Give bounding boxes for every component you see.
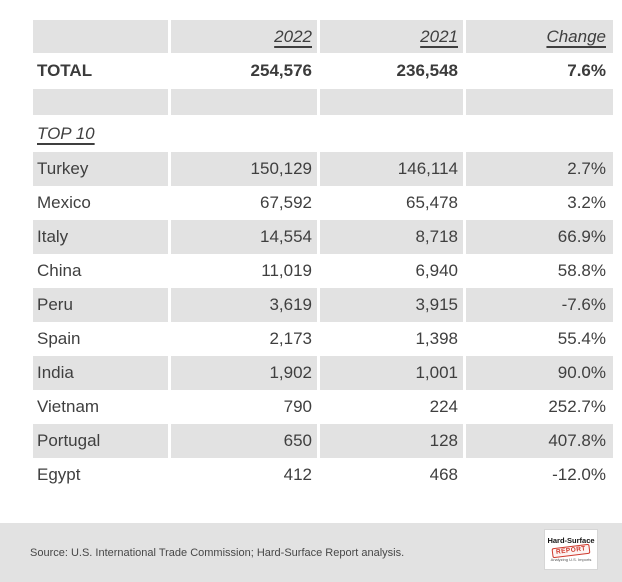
country-name: Vietnam	[37, 397, 100, 416]
country-name: Portugal	[33, 424, 168, 458]
value-2021: 146,114	[320, 152, 463, 186]
table-row-china: China 11,019 6,940 58.8%	[33, 254, 613, 288]
change-value: 90.0%	[466, 356, 613, 390]
value-2021: 8,718	[320, 220, 463, 254]
value-2022: 412	[283, 465, 312, 484]
table-row-vietnam: Vietnam 790 224 252.7%	[33, 390, 613, 424]
source-note: Source: U.S. International Trade Commiss…	[30, 546, 405, 559]
change-value: 58.8%	[557, 261, 606, 280]
change-value: 252.7%	[548, 397, 606, 416]
value-2021: 1,001	[320, 356, 463, 390]
table-row-portugal: Portugal 650 128 407.8%	[33, 424, 613, 458]
country-name: Egypt	[37, 465, 81, 484]
table-row-egypt: Egypt 412 468 -12.0%	[33, 458, 613, 492]
total-row: TOTAL 254,576 236,548 7.6%	[33, 53, 613, 89]
country-name: Spain	[37, 329, 81, 348]
total-value-2022: 254,576	[250, 61, 312, 80]
value-2021: 224	[429, 397, 458, 416]
country-name: India	[33, 356, 168, 390]
table-row-mexico: Mexico 67,592 65,478 3.2%	[33, 186, 613, 220]
country-name: Italy	[33, 220, 168, 254]
total-value-2021: 236,548	[396, 61, 458, 80]
value-2021: 3,915	[320, 288, 463, 322]
change-value: 55.4%	[557, 329, 606, 348]
change-value: 66.9%	[466, 220, 613, 254]
total-change-value: 7.6%	[567, 61, 606, 80]
imports-table: 2022 2021 Change TOTAL 254,576 236,548 7…	[33, 20, 613, 492]
value-2022: 67,592	[260, 193, 312, 212]
change-value: -12.0%	[552, 465, 606, 484]
logo-tagline: Analyzing U.S. Imports	[550, 557, 592, 563]
value-2022: 11,019	[261, 261, 312, 280]
value-2022: 2,173	[269, 329, 312, 348]
section-header-cell: TOP 10	[33, 115, 168, 152]
value-2021: 65,478	[406, 193, 458, 212]
value-2022: 14,554	[171, 220, 317, 254]
table-row-italy: Italy 14,554 8,718 66.9%	[33, 220, 613, 254]
value-2022: 790	[283, 397, 312, 416]
value-2021: 6,940	[415, 261, 458, 280]
header-empty-cell	[33, 20, 168, 53]
table-row-india: India 1,902 1,001 90.0%	[33, 356, 613, 390]
section-header-row: TOP 10	[33, 115, 613, 152]
column-header-2022-label: 2022	[274, 26, 312, 46]
country-name: China	[37, 261, 82, 280]
logo-brand-name: Hard-Surface	[547, 535, 595, 545]
value-2022: 3,619	[171, 288, 317, 322]
hard-surface-report-logo: Hard-Surface REPORT Analyzing U.S. Impor…	[545, 530, 597, 569]
table-row-turkey: Turkey 150,129 146,114 2.7%	[33, 152, 613, 186]
value-2021: 468	[429, 465, 458, 484]
column-header-2021-label: 2021	[420, 26, 458, 46]
country-name: Peru	[33, 288, 168, 322]
column-header-2022: 2022	[171, 20, 317, 53]
column-header-2021: 2021	[320, 20, 463, 53]
value-2022: 650	[171, 424, 317, 458]
spacer-row	[33, 89, 613, 115]
total-label: TOTAL	[37, 61, 93, 80]
country-name: Mexico	[37, 193, 91, 212]
value-2022: 1,902	[171, 356, 317, 390]
value-2022: 150,129	[171, 152, 317, 186]
column-header-change-label: Change	[546, 26, 606, 46]
change-value: 2.7%	[466, 152, 613, 186]
table-row-spain: Spain 2,173 1,398 55.4%	[33, 322, 613, 356]
column-header-change: Change	[466, 20, 613, 53]
table-header-row: 2022 2021 Change	[33, 20, 613, 53]
table-row-peru: Peru 3,619 3,915 -7.6%	[33, 288, 613, 322]
value-2021: 1,398	[415, 329, 458, 348]
change-value: 3.2%	[567, 193, 606, 212]
top10-section-label: TOP 10	[37, 123, 95, 143]
change-value: -7.6%	[466, 288, 613, 322]
footer-strip: Source: U.S. International Trade Commiss…	[0, 523, 622, 582]
change-value: 407.8%	[466, 424, 613, 458]
value-2021: 128	[320, 424, 463, 458]
country-name: Turkey	[33, 152, 168, 186]
